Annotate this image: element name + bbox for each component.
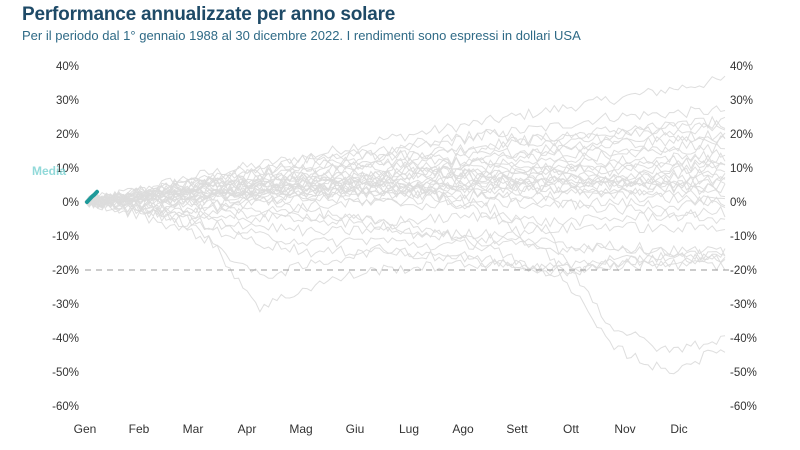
y-tick-left-label: -40% — [52, 333, 79, 345]
series-line-24 — [84, 196, 726, 228]
x-tick-label: Sett — [506, 422, 528, 436]
series-line-29 — [84, 199, 726, 279]
annotation-label: Media — [32, 164, 66, 178]
y-tick-left-label: 0% — [62, 197, 79, 209]
y-tick-left-label: 20% — [56, 129, 79, 141]
y-tick-left-label: -50% — [52, 367, 79, 379]
x-tick-label: Ago — [452, 422, 474, 436]
series-line-34 — [84, 122, 726, 206]
y-tick-right-label: -20% — [730, 265, 757, 277]
x-tick-label: Giu — [346, 422, 365, 436]
series-line-20 — [84, 186, 726, 214]
x-axis: Gen Feb Mar Apr Mag Giu Lug Ago Sett Ott Nov Dic — [74, 422, 688, 436]
y-tick-right-label: 20% — [730, 129, 753, 141]
y-tick-left-label: -30% — [52, 299, 79, 311]
y-tick-left-label: -10% — [52, 231, 79, 243]
series-line-1 — [84, 75, 726, 203]
y-tick-right-label: 40% — [730, 61, 753, 73]
y-tick-right-label: -60% — [730, 401, 757, 413]
y-tick-right-label: 10% — [730, 163, 753, 175]
x-tick-label: Lug — [399, 422, 419, 436]
chart-title: Performance annualizzate per anno solare — [22, 4, 396, 25]
x-tick-label: Dic — [670, 422, 687, 436]
series-line-31 — [84, 183, 726, 278]
y-tick-right-label: -50% — [730, 367, 757, 379]
chart-subtitle: Per il periodo dal 1° gennaio 1988 al 30… — [22, 28, 581, 43]
y-tick-left-label: -60% — [52, 401, 79, 413]
x-tick-label: Ott — [563, 422, 580, 436]
x-tick-label: Gen — [74, 422, 97, 436]
series-line-14 — [84, 170, 726, 209]
y-tick-right-label: -10% — [730, 231, 757, 243]
series-line-11 — [84, 159, 726, 206]
series-line-15 — [84, 174, 726, 211]
series-line-25 — [84, 196, 726, 241]
series-line-13 — [84, 167, 726, 207]
highlight-series-line — [85, 189, 99, 204]
series-line-32 — [84, 180, 726, 375]
series-lines-group — [84, 75, 726, 375]
x-tick-label: Apr — [238, 422, 257, 436]
x-tick-label: Feb — [129, 422, 150, 436]
y-tick-right-label: -40% — [730, 333, 757, 345]
y-axis-left: 40% 30% 20% 10% 0% -10% -20% -30% -40% -50% -60% — [52, 61, 79, 413]
series-line-28 — [84, 199, 726, 272]
y-tick-left-label: 30% — [56, 95, 79, 107]
y-tick-right-label: -30% — [730, 299, 757, 311]
y-tick-right-label: 30% — [730, 95, 753, 107]
x-tick-label: Mar — [183, 422, 204, 436]
x-tick-label: Nov — [614, 422, 635, 436]
y-tick-right-label: 0% — [730, 197, 747, 209]
highlight-group — [85, 189, 99, 204]
series-line-5 — [84, 129, 726, 203]
y-axis-right: 40% 30% 20% 10% 0% -10% -20% -30% -40% -50% -60% — [730, 61, 757, 413]
series-line-19 — [84, 150, 726, 206]
x-tick-label: Mag — [289, 422, 312, 436]
y-tick-left-label: -20% — [52, 265, 79, 277]
series-line-27 — [84, 199, 726, 261]
y-tick-left-label: 10% — [56, 163, 79, 175]
y-tick-left-label: 40% — [56, 61, 79, 73]
series-line-35 — [84, 132, 726, 208]
